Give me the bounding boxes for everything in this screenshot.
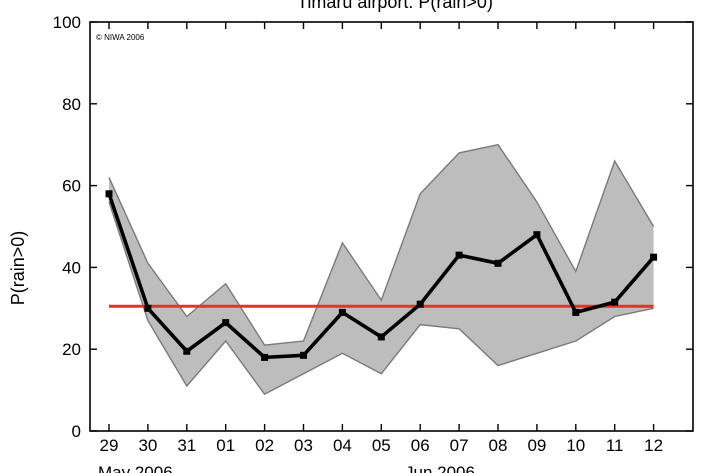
x-axis: 29 30 31 01 02 03 04 05 06 07 08 09 10 11 12	[100, 22, 663, 455]
central-point	[105, 190, 113, 198]
central-series	[105, 190, 658, 361]
central-point	[533, 231, 541, 239]
central-point	[650, 253, 658, 261]
central-point	[338, 308, 346, 316]
y-tick-label: 80	[62, 95, 81, 114]
x-tick-label: 30	[138, 436, 157, 455]
x-tick-label: 09	[527, 436, 546, 455]
band-lower-edge	[108, 201, 654, 396]
x-tick-label: 29	[100, 436, 119, 455]
y-tick-label: 40	[62, 258, 81, 277]
y-tick-label: 20	[62, 340, 81, 359]
central-point	[377, 333, 385, 341]
plot-frame	[89, 21, 694, 432]
x-tick-label: 04	[333, 436, 352, 455]
central-point	[183, 347, 191, 355]
x-tick-label: 11	[606, 436, 624, 455]
central-point	[494, 259, 502, 267]
y-axis-label: P(rain>0)	[8, 231, 28, 306]
x-tick-label: 31	[177, 436, 196, 455]
x-tick-label: 03	[294, 436, 313, 455]
y-tick-label: 60	[62, 177, 81, 196]
x-tick-label: 05	[372, 436, 391, 455]
x-tick-label: 07	[450, 436, 469, 455]
central-point	[222, 319, 230, 327]
central-point	[455, 251, 463, 259]
month-label-jun: Jun 2006	[405, 463, 475, 473]
central-point	[572, 308, 580, 316]
y-axis: 0 20 40 60 80 100	[53, 13, 693, 441]
copyright-note: © NIWA 2006	[96, 33, 145, 42]
x-tick-label: 02	[255, 436, 274, 455]
band-area	[109, 144, 654, 395]
x-tick-label: 06	[411, 436, 430, 455]
chart-title: Timaru airport: P(rain>0)	[297, 0, 493, 12]
x-tick-label: 08	[489, 436, 508, 455]
y-tick-label: 0	[72, 422, 81, 441]
central-point	[300, 351, 307, 359]
central-point	[261, 353, 269, 361]
x-tick-label: 10	[566, 436, 585, 455]
central-point	[416, 300, 424, 308]
central-point	[611, 298, 619, 306]
x-tick-label: 12	[644, 436, 663, 455]
x-tick-label: 01	[216, 436, 235, 455]
month-label-may: May 2006	[98, 463, 173, 473]
y-tick-label: 100	[53, 13, 81, 32]
central-point	[144, 304, 152, 312]
spread-band	[108, 143, 655, 396]
